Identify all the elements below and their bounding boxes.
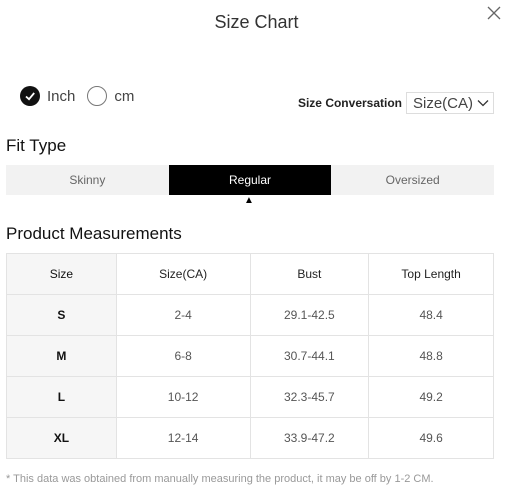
table-cell: 10-12 (115, 376, 251, 418)
fit-option-oversized[interactable]: Oversized (385, 173, 440, 187)
table-header-row: Size Size(CA) Bust Top Length (6, 253, 494, 295)
unit-option-inch[interactable]: Inch (20, 86, 75, 106)
table-cell: 29.1-42.5 (249, 294, 370, 336)
table-cell: S (6, 294, 117, 336)
table-cell: 30.7-44.1 (249, 335, 370, 377)
table-cell: 49.6 (368, 417, 494, 459)
unit-option-cm[interactable]: cm (87, 86, 134, 106)
column-header: Size (6, 253, 117, 295)
measurements-title: Product Measurements (6, 224, 182, 243)
measurements-table: Size Size(CA) Bust Top Length S 2-4 29.1-42.5… (6, 253, 494, 459)
fit-option-regular[interactable]: Regular (168, 165, 332, 195)
table-cell: XL (6, 417, 117, 459)
column-header: Top Length (368, 253, 494, 295)
table-cell: M (6, 335, 117, 377)
table-cell: 49.2 (368, 376, 494, 418)
dialog-title: Size Chart (214, 12, 299, 32)
fit-type-selector: Skinny Regular Oversized (6, 165, 494, 195)
table-row: XL 12-14 33.9-47.2 49.6 (6, 417, 494, 459)
table-cell: 48.8 (368, 335, 494, 377)
table-cell: 48.4 (368, 294, 494, 336)
column-header: Bust (249, 253, 370, 295)
table-cell: 32.3-45.7 (249, 376, 370, 418)
column-header: Size(CA) (115, 253, 251, 295)
size-conversion-label: Size Conversation (297, 96, 402, 110)
size-conversion: Size Conversation Size(CA) (298, 92, 494, 114)
unit-toggle: Inch cm (20, 86, 146, 106)
close-icon[interactable] (486, 5, 502, 21)
radio-unchecked-icon[interactable] (87, 86, 108, 106)
table-row: S 2-4 29.1-42.5 48.4 (6, 294, 494, 336)
disclaimer-note: * This data was obtained from manually m… (6, 473, 434, 485)
radio-checked-icon[interactable] (20, 86, 40, 106)
table-cell: 2-4 (115, 294, 251, 336)
fit-option-skinny[interactable]: Skinny (69, 173, 106, 187)
fit-type-title: Fit Type (6, 136, 67, 155)
table-row: M 6-8 30.7-44.1 48.8 (6, 335, 494, 377)
unit-label-cm: cm (114, 87, 135, 105)
fit-pointer-icon: ▲ (244, 195, 254, 206)
table-cell: 12-14 (115, 417, 251, 459)
chevron-down-icon (477, 100, 489, 107)
unit-label-inch: Inch (47, 87, 76, 105)
table-row: L 10-12 32.3-45.7 49.2 (6, 376, 494, 418)
table-cell: 6-8 (115, 335, 251, 377)
size-conversion-select[interactable]: Size(CA) (406, 92, 494, 114)
table-cell: 33.9-47.2 (249, 417, 370, 459)
table-cell: L (6, 376, 117, 418)
size-conversion-value: Size(CA) (413, 94, 474, 112)
